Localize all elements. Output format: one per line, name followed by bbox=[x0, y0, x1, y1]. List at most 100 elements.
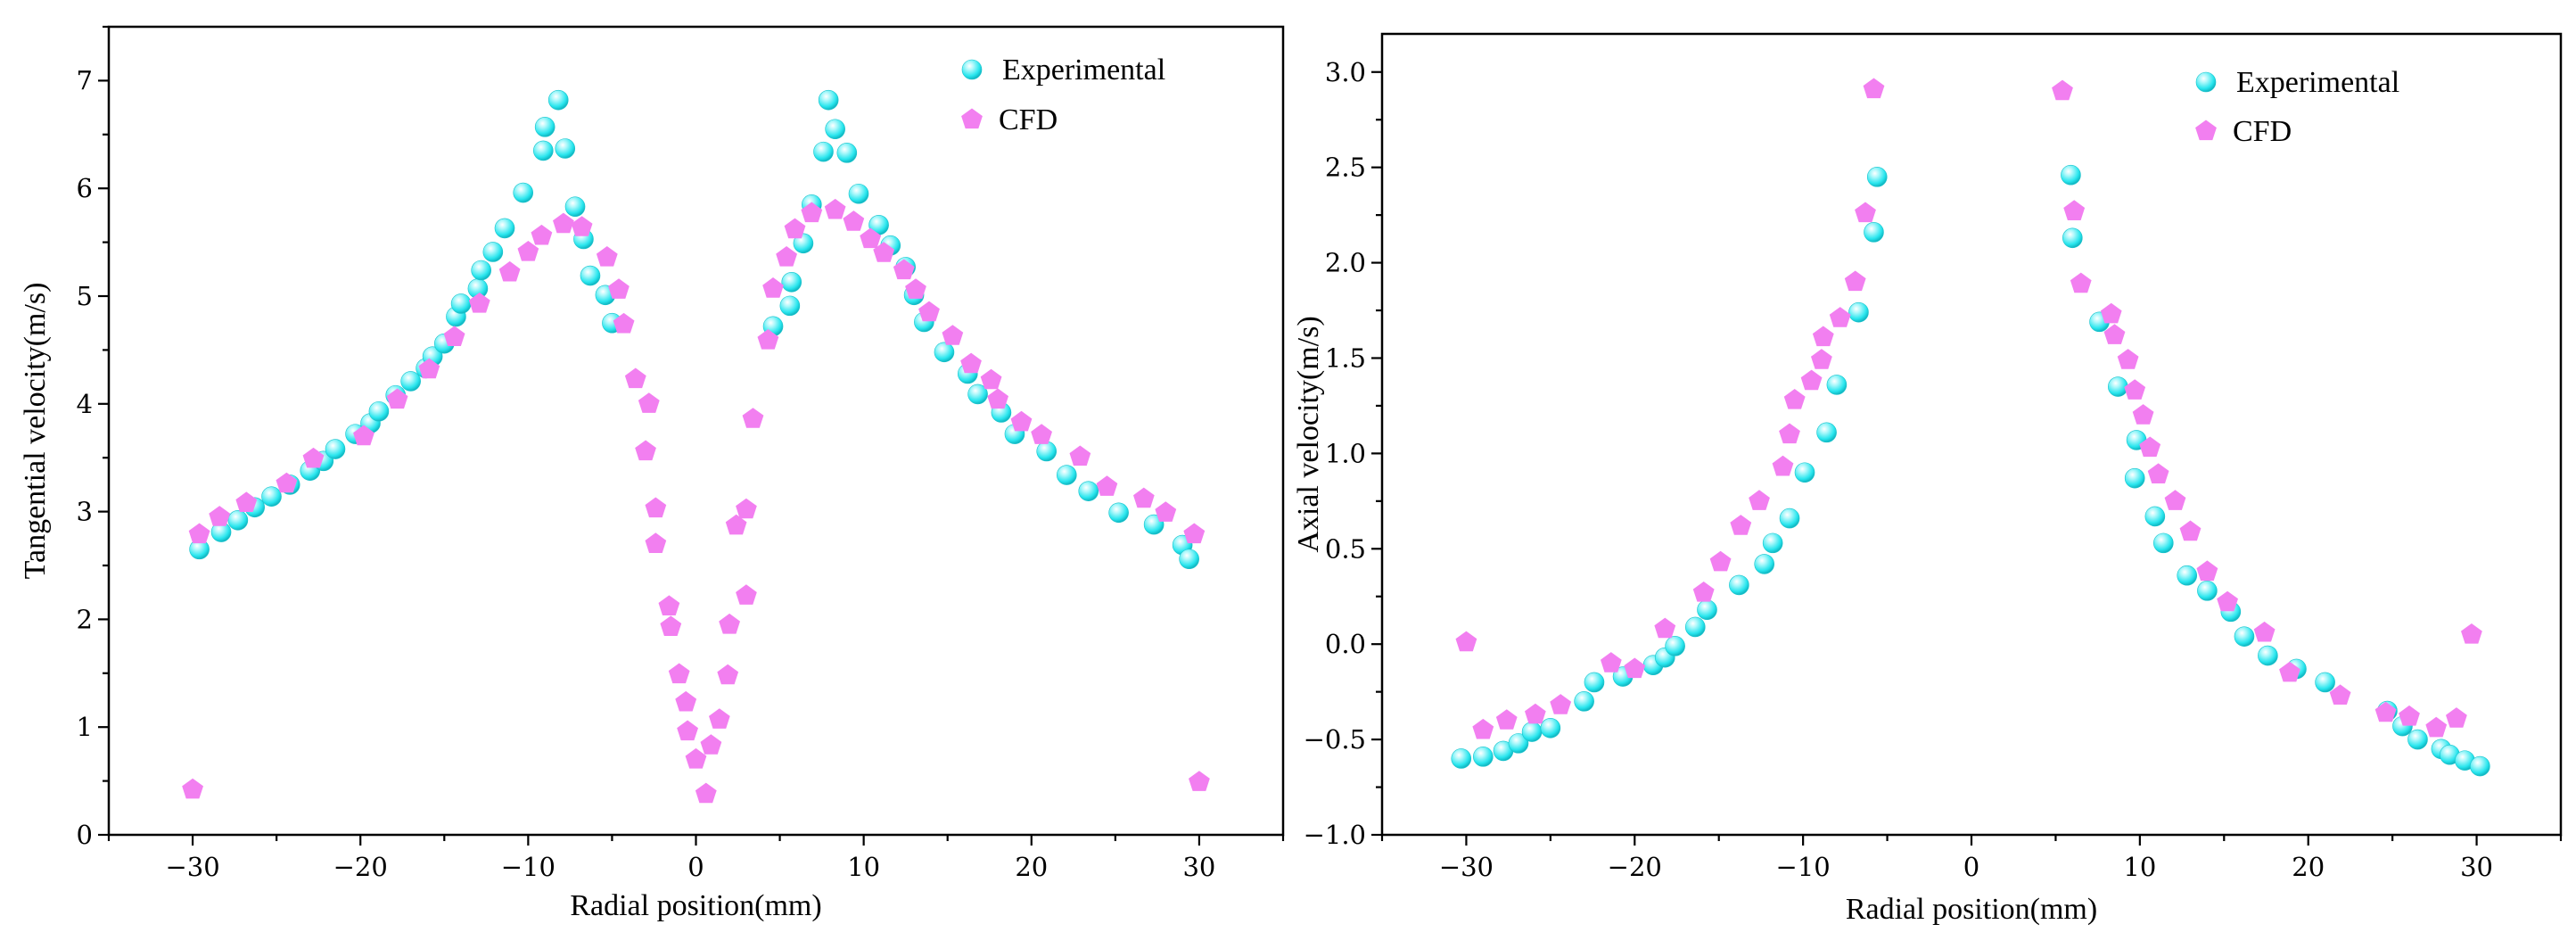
cfd-point bbox=[498, 260, 521, 282]
experimental-point bbox=[1036, 441, 1058, 462]
cfd-point bbox=[2329, 684, 2351, 705]
cfd-point bbox=[635, 440, 656, 461]
experimental-point bbox=[934, 342, 955, 363]
cfd-point bbox=[531, 224, 553, 245]
cfd-point bbox=[2117, 349, 2139, 369]
series-experimental bbox=[189, 89, 1199, 570]
y-tick-label: 3 bbox=[77, 497, 93, 527]
experimental-point bbox=[261, 486, 282, 507]
cfd-point bbox=[2179, 520, 2202, 541]
experimental-point bbox=[534, 117, 556, 137]
experimental-point bbox=[1762, 532, 1783, 554]
cfd-point bbox=[1692, 582, 1715, 602]
cfd-point bbox=[1601, 652, 1622, 673]
cfd-point bbox=[1811, 349, 1832, 369]
experimental-point bbox=[779, 295, 801, 317]
y-tick-label: 1.5 bbox=[1325, 342, 1366, 373]
axial-velocity-chart: −30 −20 −10 0 10 20 30 −1.0 −0.5 0.0 0.5 1.0 1.5 2.0 2… bbox=[1292, 32, 2563, 926]
legend-marker-experimental bbox=[2195, 71, 2217, 93]
experimental-point bbox=[2315, 672, 2335, 693]
experimental-point bbox=[513, 182, 534, 203]
cfd-point bbox=[1783, 389, 1806, 409]
experimental-point bbox=[848, 183, 869, 204]
cfd-point bbox=[893, 259, 915, 280]
legend-label-cfd: CFD bbox=[999, 103, 1058, 136]
experimental-point bbox=[825, 119, 845, 140]
cfd-point bbox=[1829, 307, 1851, 327]
y-axis-label: Tangential velocity(m/s) bbox=[19, 283, 52, 580]
cfd-point bbox=[725, 514, 747, 535]
cfd-point bbox=[742, 408, 764, 428]
experimental-point bbox=[2470, 755, 2490, 777]
cfd-point bbox=[2147, 463, 2169, 483]
experimental-point bbox=[2144, 506, 2166, 527]
cfd-point bbox=[960, 352, 982, 374]
cfd-point bbox=[1183, 523, 1206, 544]
experimental-point bbox=[1508, 733, 1529, 754]
cfd-point bbox=[905, 278, 926, 299]
tangential-velocity-chart: −30 −20 −10 0 10 20 30 0 1 2 3 4 5 6 7 Radial position(… bbox=[19, 25, 1285, 922]
experimental-point bbox=[2197, 581, 2218, 601]
cfd-point bbox=[2461, 623, 2482, 644]
cfd-point bbox=[2217, 590, 2238, 612]
cfd-point bbox=[1772, 455, 1794, 476]
experimental-point bbox=[1078, 481, 1099, 501]
experimental-point bbox=[1729, 574, 1749, 596]
cfd-point bbox=[685, 747, 707, 769]
cfd-point bbox=[660, 615, 682, 636]
y-tick-label: 6 bbox=[77, 173, 93, 203]
cfd-point bbox=[658, 595, 680, 615]
x-tick-label: −20 bbox=[333, 852, 388, 882]
experimental-point bbox=[2061, 164, 2081, 186]
x-tick-label: −10 bbox=[1776, 852, 1831, 882]
experimental-point bbox=[1108, 502, 1129, 524]
y-tick-label: −1.0 bbox=[1304, 820, 1366, 850]
experimental-point bbox=[1816, 422, 1837, 443]
experimental-point bbox=[813, 141, 834, 162]
legend-marker-cfd bbox=[961, 108, 983, 129]
x-tick-label: 30 bbox=[2460, 852, 2493, 882]
experimental-point bbox=[482, 242, 504, 262]
experimental-point bbox=[471, 260, 491, 281]
experimental-point bbox=[532, 140, 554, 161]
cfd-point bbox=[736, 498, 757, 519]
experimental-point bbox=[547, 89, 569, 111]
cfd-point bbox=[1472, 718, 1494, 739]
legend-label-experimental: Experimental bbox=[1002, 54, 1165, 87]
cfd-point bbox=[1863, 78, 1885, 99]
experimental-point bbox=[1179, 549, 1199, 570]
cfd-point bbox=[757, 329, 779, 350]
experimental-point bbox=[1754, 554, 1775, 574]
cfd-point bbox=[1844, 270, 1866, 292]
cfd-point bbox=[624, 367, 646, 389]
cfd-point bbox=[719, 613, 740, 634]
experimental-point bbox=[793, 233, 814, 254]
experimental-point bbox=[1864, 222, 1884, 243]
cfd-point bbox=[2100, 302, 2122, 324]
cfd-point bbox=[1855, 202, 1876, 223]
x-tick-label: 20 bbox=[1015, 852, 1048, 882]
experimental-point bbox=[1540, 717, 1561, 739]
cfd-point bbox=[1550, 694, 1572, 714]
cfd-point bbox=[736, 584, 757, 605]
experimental-point bbox=[818, 89, 839, 111]
experimental-point bbox=[1826, 375, 1848, 395]
cfd-point bbox=[677, 720, 698, 741]
cfd-point bbox=[2124, 379, 2146, 400]
cfd-point bbox=[1069, 445, 1091, 466]
experimental-point bbox=[781, 271, 802, 293]
legend-marker-cfd bbox=[2195, 120, 2217, 141]
y-tick-label: −0.5 bbox=[1304, 724, 1366, 755]
cfd-point bbox=[608, 278, 630, 299]
experimental-point bbox=[494, 218, 515, 239]
y-tick-label: 4 bbox=[77, 389, 93, 419]
cfd-point bbox=[1624, 657, 1646, 679]
experimental-point bbox=[580, 265, 601, 286]
cfd-point bbox=[1010, 410, 1033, 432]
y-tick-label: 0 bbox=[77, 820, 93, 850]
cfd-point bbox=[2103, 324, 2126, 344]
experimental-point bbox=[2234, 626, 2255, 647]
cfd-point bbox=[776, 246, 797, 267]
cfd-point bbox=[1779, 423, 1800, 444]
y-tick-label: 7 bbox=[77, 65, 93, 95]
